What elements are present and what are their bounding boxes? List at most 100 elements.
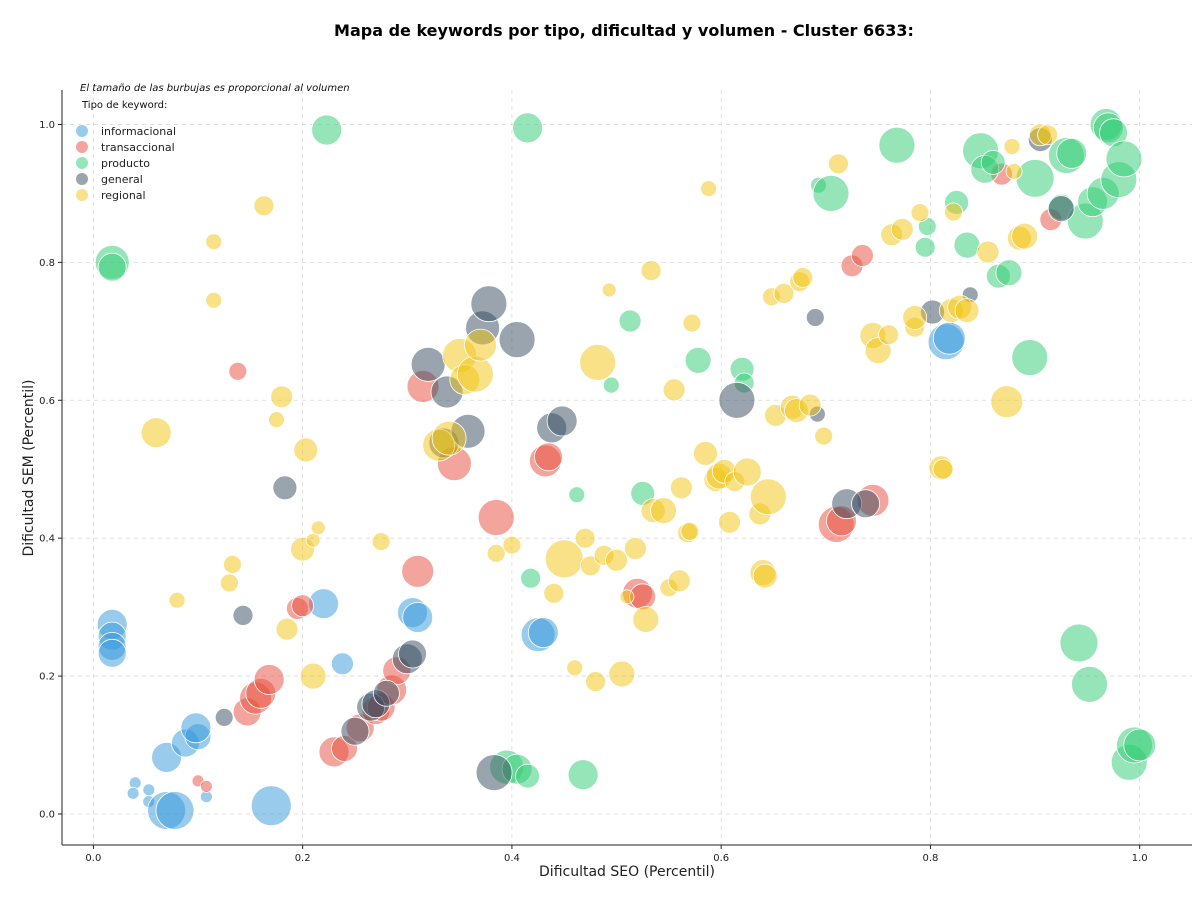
bubble-transaccional-6 xyxy=(253,664,285,695)
chart-title: Mapa de keywords por tipo, dificultad y … xyxy=(334,21,914,40)
bubble-regional-48 xyxy=(693,440,718,466)
bubble-general-1 xyxy=(232,605,254,626)
bubble-regional-11 xyxy=(293,437,319,463)
bubble-producto-10 xyxy=(602,376,620,394)
bubble-regional-25 xyxy=(544,539,584,579)
bubble-informacional-21 xyxy=(527,617,559,648)
bubble-informacional-3 xyxy=(97,638,127,668)
bubble-regional-21 xyxy=(464,328,497,362)
bubble-informacional-9 xyxy=(155,791,195,830)
y-tick-label-3: 0.6 xyxy=(39,396,55,407)
bubble-regional-1 xyxy=(168,591,186,609)
bubble-informacional-5 xyxy=(126,786,140,800)
tick-labels: 0.0 0.2 0.4 0.6 0.8 1.0 0.0 0.2 0.4 0.6 0.8 1.0 xyxy=(39,120,1148,864)
bubble-regional-87 xyxy=(1005,162,1023,180)
bubble-general-27 xyxy=(1047,195,1075,223)
legend-label-transaccional: transaccional xyxy=(101,141,175,154)
series-producto xyxy=(94,108,1157,791)
bubble-general-19 xyxy=(718,381,756,419)
bubble-regional-20 xyxy=(456,355,494,393)
bubble-regional-4 xyxy=(219,573,239,593)
bubble-producto-11 xyxy=(618,309,642,333)
bubble-general-3 xyxy=(340,716,370,746)
bubble-general-15 xyxy=(475,754,513,791)
x-tick-label-1: 0.2 xyxy=(295,853,311,864)
y-axis-label: Dificultad SEM (Percentil) xyxy=(21,380,37,557)
bubble-regional-58 xyxy=(752,563,778,589)
bubble-regional-47 xyxy=(682,313,702,333)
bubble-regional-14 xyxy=(310,520,326,536)
bubble-regional-27 xyxy=(574,527,596,549)
bubble-regional-38 xyxy=(640,260,662,282)
bubble-general-18 xyxy=(546,405,578,437)
bubble-producto-33 xyxy=(1059,623,1099,663)
bubble-regional-3 xyxy=(205,291,223,309)
bubble-informacional-6 xyxy=(142,783,156,797)
bubble-regional-26 xyxy=(566,659,584,677)
bubble-general-23 xyxy=(851,489,880,519)
bubble-regional-76 xyxy=(902,305,928,330)
bubble-general-9 xyxy=(410,346,446,382)
bubble-regional-53 xyxy=(718,510,741,534)
bubble-regional-46 xyxy=(680,521,700,541)
bubble-producto-6 xyxy=(515,763,540,789)
y-tick-label-1: 0.2 xyxy=(39,672,55,683)
legend-marker-transaccional xyxy=(76,141,88,153)
bubble-regional-69 xyxy=(828,153,849,175)
x-tick-label-2: 0.4 xyxy=(504,853,520,864)
bubble-regional-66 xyxy=(792,267,814,288)
bubble-informacional-23 xyxy=(932,321,966,355)
bubble-producto-17 xyxy=(812,174,850,212)
legend-label-informacional: informacional xyxy=(101,125,176,138)
bubble-regional-23 xyxy=(502,535,522,555)
bubble-regional-37 xyxy=(632,606,660,633)
x-axis-label: Dificultad SEO (Percentil) xyxy=(539,864,715,880)
series-regional xyxy=(140,123,1058,692)
x-tick-label-5: 1.0 xyxy=(1132,853,1148,864)
bubbles-layer xyxy=(94,108,1157,830)
bubble-regional-77 xyxy=(910,203,930,223)
bubble-transaccional-16 xyxy=(401,554,435,588)
bubble-regional-59 xyxy=(749,478,787,516)
series-transaccional xyxy=(191,162,1063,793)
legend-label-producto: producto xyxy=(101,157,150,170)
bubble-informacional-15 xyxy=(250,785,292,827)
bubble-regional-62 xyxy=(773,282,795,304)
bubble-regional-49 xyxy=(700,180,717,198)
bubble-regional-13 xyxy=(299,662,327,690)
bubble-producto-22 xyxy=(953,231,981,259)
bubble-producto-42 xyxy=(1105,140,1143,178)
bubble-regional-30 xyxy=(579,343,617,381)
bubble-regional-2 xyxy=(205,233,223,251)
bubble-regional-72 xyxy=(878,324,899,346)
bubble-regional-22 xyxy=(486,543,506,563)
bubble-producto-28 xyxy=(1011,339,1049,376)
legend-marker-regional xyxy=(76,189,88,201)
y-tick-label-4: 0.8 xyxy=(39,258,55,269)
bubble-informacional-4 xyxy=(128,776,142,790)
bubble-regional-7 xyxy=(268,411,285,429)
bubble-regional-8 xyxy=(270,385,294,409)
bubble-regional-33 xyxy=(605,548,628,572)
bubble-transaccional-21 xyxy=(534,442,563,472)
bubble-regional-91 xyxy=(1037,124,1058,146)
bubble-general-8 xyxy=(398,639,427,669)
legend-label-general: general xyxy=(101,173,143,186)
bubble-producto-2 xyxy=(311,114,343,146)
bubble-regional-34 xyxy=(608,660,636,688)
bubble-producto-13 xyxy=(684,346,712,374)
bubble-producto-29 xyxy=(1015,158,1055,198)
bubble-transaccional-19 xyxy=(477,499,515,536)
bubble-regional-12 xyxy=(305,532,321,548)
bubble-regional-42 xyxy=(662,378,686,402)
bubble-regional-85 xyxy=(990,385,1024,419)
bubble-producto-1 xyxy=(97,252,127,282)
axes xyxy=(61,90,1192,846)
bubble-regional-0 xyxy=(140,417,172,449)
bubble-producto-7 xyxy=(520,567,542,589)
y-tick-label-2: 0.4 xyxy=(39,534,55,545)
bubble-general-16 xyxy=(498,321,536,359)
x-tick-label-4: 0.8 xyxy=(922,853,938,864)
bubble-regional-89 xyxy=(1011,222,1038,250)
bubble-general-0 xyxy=(214,708,234,727)
